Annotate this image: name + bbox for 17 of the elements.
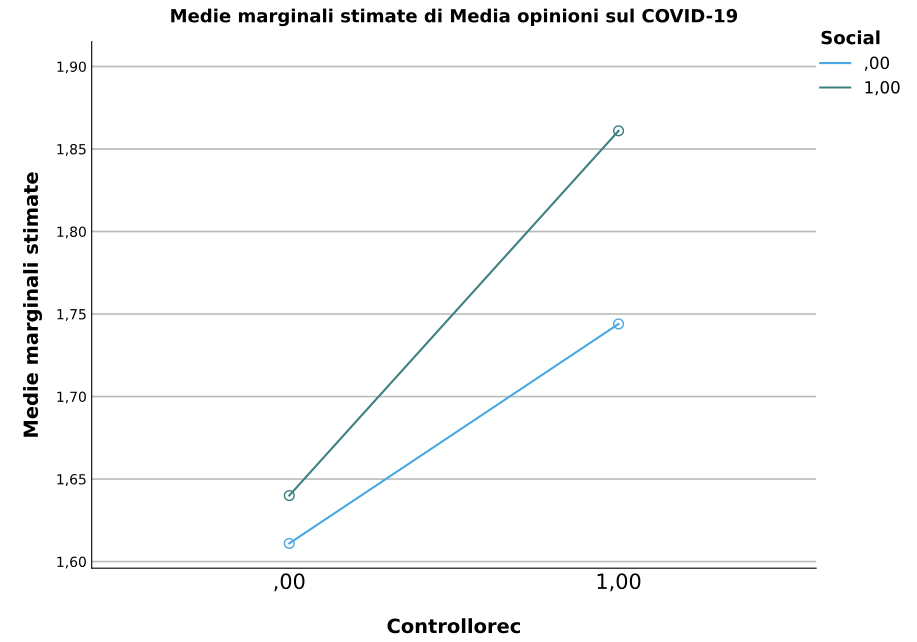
- y-tick-label: 1,90: [57, 61, 86, 74]
- y-tick-label: 1,60: [57, 556, 86, 568]
- point: [284, 490, 295, 502]
- point: [284, 538, 295, 549]
- y-tick-label: 1,75: [57, 309, 86, 321]
- legend-title: Social: [822, 30, 880, 44]
- point: [613, 318, 624, 330]
- chart-title: Medie marginali stimate di Media opinioni sul COVID-19: [171, 8, 738, 26]
- y-tick-label: 1,85: [57, 144, 86, 156]
- legend-label: ,00: [864, 56, 889, 71]
- y-tick-label: 1,65: [57, 474, 86, 486]
- y-tick-label: 1,80: [57, 226, 86, 238]
- y-tick-label: 1,70: [57, 392, 86, 404]
- x-axis-title: Controllorec: [388, 618, 520, 634]
- y-axis-title: Medie marginali stimate: [23, 172, 42, 437]
- legend-label: 1,00: [865, 80, 900, 96]
- point: [613, 125, 624, 136]
